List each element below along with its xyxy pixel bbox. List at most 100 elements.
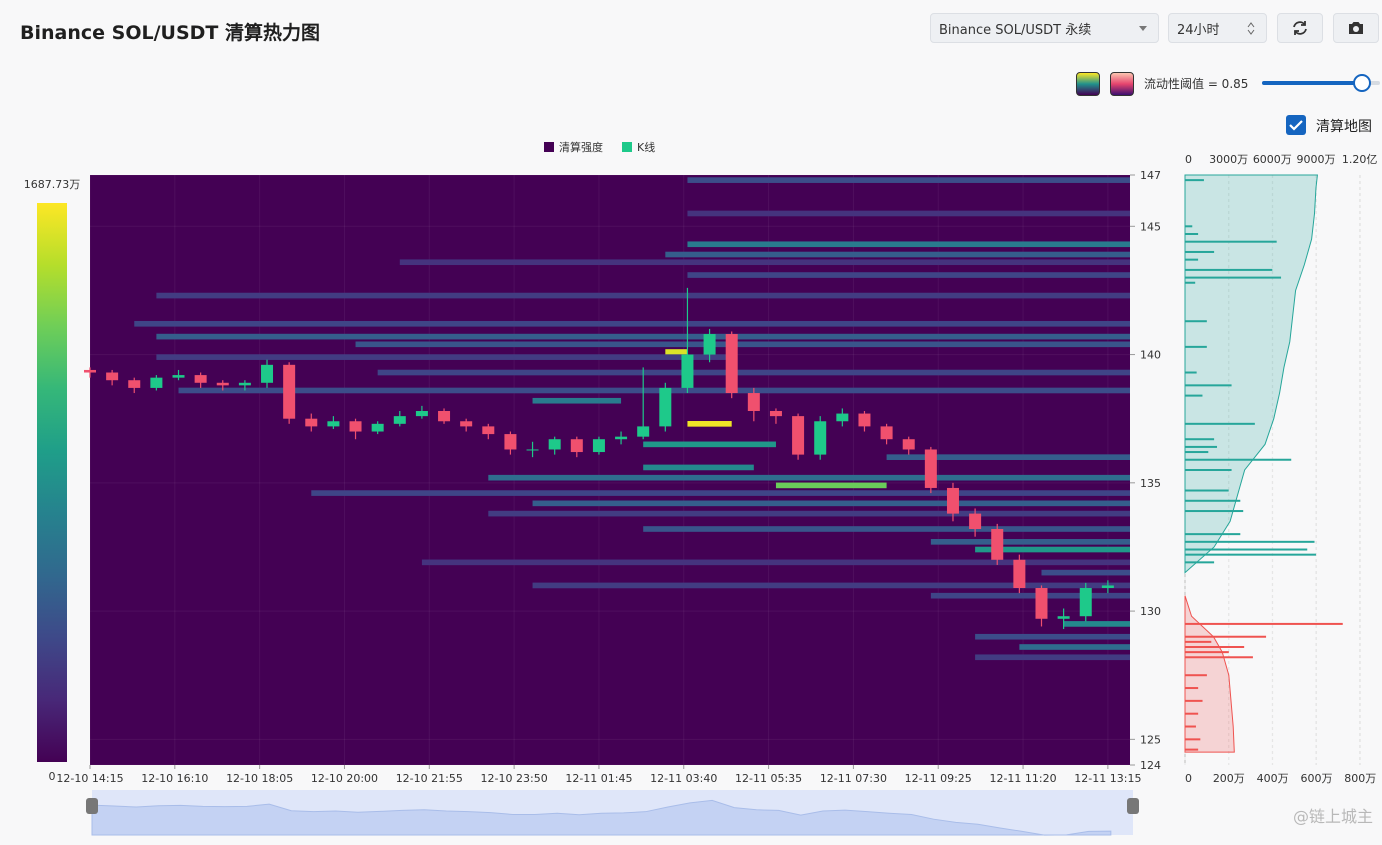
colorbar-label: 0 xyxy=(49,770,56,783)
x-tick-label: 12-11 03:40 xyxy=(650,772,717,785)
y-tick-label: 145 xyxy=(1140,220,1161,233)
dropdown-arrow xyxy=(1139,26,1147,31)
market-text: Binance SOL/USDT 永续 xyxy=(939,22,1092,38)
map-tick-label: 200万 xyxy=(1213,772,1245,785)
x-tick-label: 12-10 18:05 xyxy=(226,772,293,785)
candle-body xyxy=(526,449,539,451)
heat-band xyxy=(532,397,622,404)
candle-body xyxy=(902,439,915,450)
candle-body xyxy=(216,382,229,386)
navigator-handle[interactable] xyxy=(1127,798,1139,814)
liquidation-bar xyxy=(1185,622,1343,625)
liquidation-bar xyxy=(1185,384,1232,387)
navigator-handle[interactable] xyxy=(86,798,98,814)
navigator-area xyxy=(91,799,1112,836)
map-tick-label: 0 xyxy=(1185,153,1192,166)
threshold-label: 流动性阈值 = 0.85 xyxy=(1144,77,1249,91)
market-select[interactable]: Binance SOL/USDT 永续 xyxy=(930,13,1159,43)
heat-band xyxy=(687,421,732,427)
heat-band xyxy=(399,259,1130,266)
x-tick-label: 12-10 20:00 xyxy=(311,772,378,785)
map-tick-label: 0 xyxy=(1185,772,1192,785)
liquidation-bar xyxy=(1185,674,1207,677)
candle-body xyxy=(128,380,141,388)
candle-body xyxy=(836,413,849,422)
liquidation-bar xyxy=(1185,250,1215,253)
candle-body xyxy=(1079,588,1092,617)
liquidation-bar xyxy=(1185,646,1245,648)
liquidation-bar xyxy=(1185,225,1193,228)
heat-band xyxy=(421,559,1130,566)
liquidation-bar xyxy=(1185,561,1215,564)
liquidation-bar xyxy=(1185,510,1244,513)
heat-band xyxy=(930,592,1130,599)
liquidation-bar xyxy=(1185,445,1218,448)
map-tick-label: 6000万 xyxy=(1253,153,1292,166)
candle-body xyxy=(548,439,561,450)
candle-body xyxy=(725,334,738,394)
heat-band xyxy=(687,272,1130,278)
viridis-swatch[interactable] xyxy=(1076,72,1100,96)
heat-band xyxy=(488,474,1131,481)
candle-body xyxy=(946,487,959,514)
candle-body xyxy=(482,426,495,435)
y-tick-label: 125 xyxy=(1140,733,1161,746)
liquidation-bar xyxy=(1185,458,1292,461)
threshold-slider[interactable] xyxy=(1262,74,1380,92)
map-tick-label: 9000万 xyxy=(1296,153,1335,166)
legend-label: 清算强度 xyxy=(559,140,603,154)
magma-swatch[interactable] xyxy=(1110,72,1134,96)
candle-body xyxy=(880,426,893,440)
spinner-arrows xyxy=(1247,22,1255,35)
candle-body xyxy=(172,375,185,378)
period-select[interactable]: 24小时 xyxy=(1168,13,1267,43)
slider-knob[interactable] xyxy=(1353,74,1372,92)
candle-body xyxy=(1035,588,1048,619)
heat-band xyxy=(156,354,732,360)
candle-body xyxy=(570,439,583,453)
liquidation-bar xyxy=(1185,533,1241,536)
heat-band xyxy=(532,500,1130,507)
candle-body xyxy=(858,413,871,427)
map-checkbox[interactable] xyxy=(1286,115,1306,135)
liquidation-bar xyxy=(1185,712,1199,715)
candle-body xyxy=(261,364,274,383)
refresh-button[interactable] xyxy=(1277,13,1323,43)
liquidation-bar xyxy=(1185,233,1199,235)
liquidation-bar xyxy=(1185,345,1207,348)
candle-body xyxy=(703,334,716,355)
liquidation-bar xyxy=(1185,268,1273,271)
candle-body xyxy=(924,449,937,488)
liquidation-bar xyxy=(1185,725,1196,728)
liquidation-bar xyxy=(1185,748,1199,751)
candle-body xyxy=(393,416,406,424)
liquidation-bar xyxy=(1185,499,1241,502)
candle-body xyxy=(792,416,805,455)
liquidation-bar xyxy=(1185,656,1253,659)
liquidation-bar xyxy=(1185,240,1277,243)
liquidation-bar xyxy=(1185,548,1308,551)
candle-body xyxy=(438,411,451,422)
heat-band xyxy=(1019,644,1130,650)
candle-body xyxy=(106,372,119,381)
candle-body xyxy=(415,411,428,417)
watermark: @链上城主 xyxy=(1293,807,1373,826)
candle-body xyxy=(305,418,318,427)
liquidation-bar xyxy=(1185,438,1215,441)
x-tick-label: 12-10 16:10 xyxy=(141,772,208,785)
x-tick-label: 12-11 09:25 xyxy=(905,772,972,785)
heat-band xyxy=(665,251,1130,258)
candle-body xyxy=(150,377,163,388)
candle-body xyxy=(1013,559,1026,588)
camera-icon xyxy=(1349,22,1363,34)
candle-body xyxy=(371,423,384,432)
liquidation-bar xyxy=(1185,422,1255,425)
heat-band xyxy=(687,177,1130,183)
heat-band xyxy=(156,292,1130,299)
screenshot-button[interactable] xyxy=(1333,13,1379,43)
liquidation-bar xyxy=(1185,540,1315,543)
map-tick-label: 600万 xyxy=(1300,772,1332,785)
x-tick-label: 12-11 05:35 xyxy=(735,772,802,785)
